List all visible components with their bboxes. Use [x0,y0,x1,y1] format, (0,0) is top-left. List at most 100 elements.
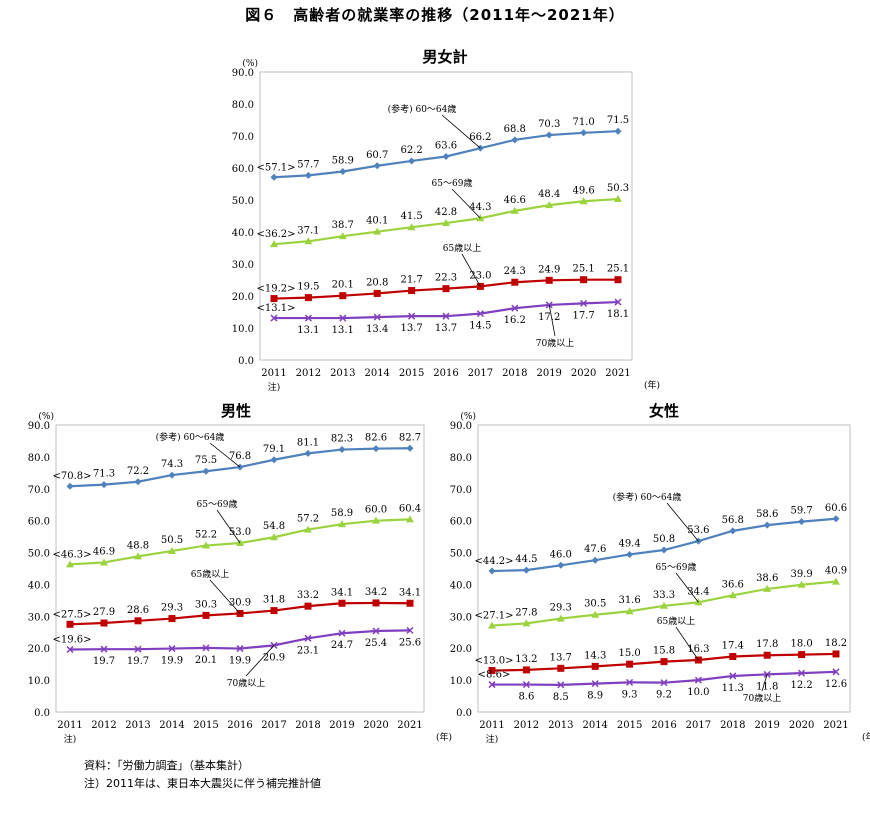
y-tick-label: 30.0 [28,612,50,623]
data-label: 82.7 [399,432,421,443]
data-point [202,541,210,549]
data-label: 13.7 [400,323,422,334]
data-point [134,552,142,560]
data-label: 25.1 [607,264,629,275]
x-tick-label: 2020 [363,720,388,731]
data-point [545,201,554,209]
series-name-label: 70歳以上 [536,337,574,349]
data-point [270,456,278,464]
data-label: 27.9 [93,607,115,618]
data-point [832,515,840,523]
data-label: 50.8 [653,534,675,545]
data-point [614,195,622,203]
series-name-label: 70歳以上 [227,677,265,689]
data-point [660,658,668,666]
data-label: 46.9 [93,546,115,557]
x-tick-label: 2014 [364,368,389,379]
data-label: 12.2 [790,680,812,691]
data-label: 19.7 [93,656,115,667]
data-point [100,481,108,489]
data-label: 25.4 [365,638,387,649]
data-point [372,445,380,453]
x-tick-label: 2015 [617,720,642,731]
data-label: 59.7 [790,506,812,517]
data-label-first: <70.8> [52,471,91,482]
data-point [134,478,142,486]
data-label: 30.9 [229,597,251,608]
data-point [372,599,380,607]
data-label: 16.2 [504,315,526,326]
data-point [406,444,414,452]
data-point [408,287,416,295]
data-label: 60.6 [825,503,847,514]
data-label: 58.9 [331,508,353,519]
data-point [625,607,634,615]
data-point [832,650,840,658]
y-axis-unit: (%) [38,411,54,422]
y-tick-label: 60.0 [28,517,50,528]
data-label: 76.8 [229,451,251,462]
data-point [372,516,380,524]
data-label: 24.3 [504,266,526,277]
series-name-label: (参考) 60～64歳 [388,103,457,115]
data-point [522,666,530,674]
series-name-label: (参考) 60～64歳 [156,431,225,443]
x-tick-label: 2019 [536,368,561,379]
data-label: 27.8 [515,607,537,618]
callout-leader [441,114,481,149]
data-point [763,584,772,592]
x-note-label: 注) [486,733,499,745]
data-label: 19.9 [229,656,251,667]
data-label: 17.2 [538,312,560,323]
data-point [202,644,210,652]
data-point [100,619,108,627]
data-label: 44.3 [469,202,491,213]
data-point [614,276,622,284]
data-label-first: <27.1> [474,611,513,622]
chart-title-female: 女性 [648,402,679,420]
data-label: 36.6 [722,579,744,590]
plot-area-female [477,424,851,713]
data-point [729,672,737,680]
data-point [832,668,840,676]
data-point [476,310,484,318]
data-point [442,152,450,160]
data-label: 17.8 [756,639,778,650]
y-tick-label: 40.0 [28,580,50,591]
data-point [694,676,702,684]
data-label: 60.0 [365,505,387,516]
series-name-label: 65～69歳 [432,177,473,189]
callout-leader [209,442,241,468]
series-name-label: 65～69歳 [656,561,697,573]
x-tick-label: 2021 [397,720,422,731]
data-point [100,558,108,566]
data-label: 25.1 [572,264,594,275]
data-point [66,645,74,654]
data-point [339,168,347,176]
x-tick-label: 2019 [754,720,779,731]
data-point [373,289,381,297]
data-point [304,634,312,642]
data-label: 49.4 [618,538,640,549]
data-label: 34.4 [687,586,709,597]
y-tick-label: 50.0 [450,549,472,560]
x-tick-label: 2019 [329,720,354,731]
x-tick-label: 2017 [686,720,711,731]
data-label: 31.8 [263,595,285,606]
data-label: 20.8 [366,277,388,288]
data-label: 40.1 [366,216,388,227]
data-point [66,620,74,628]
data-point [798,518,806,526]
data-point [339,314,347,322]
data-point [488,567,496,575]
data-label: 56.8 [722,515,744,526]
data-point [614,298,622,306]
data-point [339,292,347,300]
data-label-first: <57.1> [256,162,295,173]
data-label: 63.6 [435,140,457,151]
callout-leader [461,253,481,287]
data-point [66,482,74,490]
data-label: 58.9 [332,156,354,167]
data-label: 11.8 [756,681,778,692]
data-point [488,621,496,629]
